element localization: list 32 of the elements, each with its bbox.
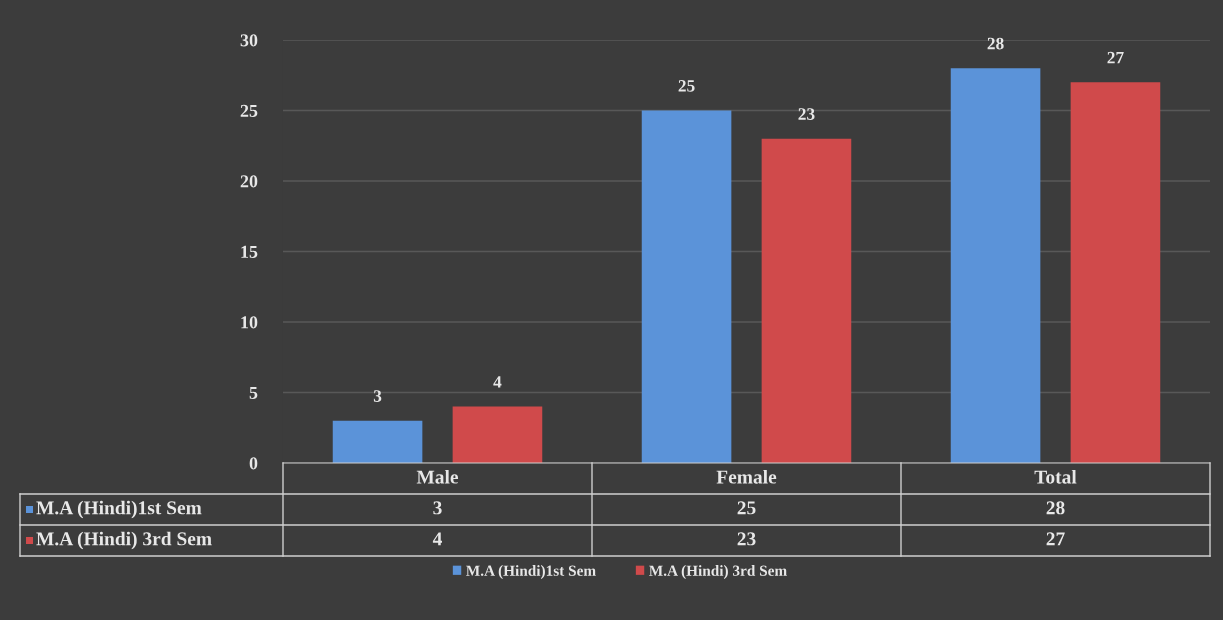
- annotation: 28: [987, 37, 1004, 50]
- y-tick-label: 20: [240, 175, 258, 188]
- legend-label: M.A (Hindi)1st Sem: [466, 565, 596, 579]
- bar: [1070, 82, 1161, 463]
- annotation: 27: [1107, 51, 1124, 64]
- bar: [452, 406, 543, 463]
- annotation: 23: [798, 108, 815, 120]
- data-label: 23: [737, 532, 756, 546]
- y-tick-label: 25: [240, 104, 258, 117]
- y-tick-label: 5: [249, 386, 258, 399]
- bar: [332, 420, 423, 463]
- data-label: 4: [432, 532, 442, 546]
- y-tick-label: 30: [240, 34, 258, 47]
- data-label: 25: [737, 501, 756, 515]
- y-tick-label: 10: [241, 316, 258, 329]
- annotation: 25: [678, 80, 695, 92]
- text: M.A (Hindi) 3rd Sem: [36, 531, 212, 550]
- text: M.A (Hindi)1st Sem: [36, 500, 202, 519]
- x-tick-label: Male: [416, 469, 459, 484]
- x-tick-label: Female: [716, 469, 777, 484]
- annotation: 4: [493, 376, 502, 388]
- legend-label: M.A (Hindi) 3rd Sem: [649, 565, 787, 579]
- bar: [950, 68, 1041, 463]
- y-tick-label: 0: [249, 457, 258, 470]
- bar: [761, 138, 852, 463]
- data-label: 27: [1046, 532, 1065, 546]
- annotation: 3: [373, 390, 382, 402]
- x-tick-label: Total: [1034, 469, 1077, 484]
- bar: [641, 110, 732, 463]
- data-label: 3: [433, 501, 442, 515]
- data-label: 28: [1046, 501, 1065, 515]
- y-tick-label: 15: [241, 245, 258, 258]
